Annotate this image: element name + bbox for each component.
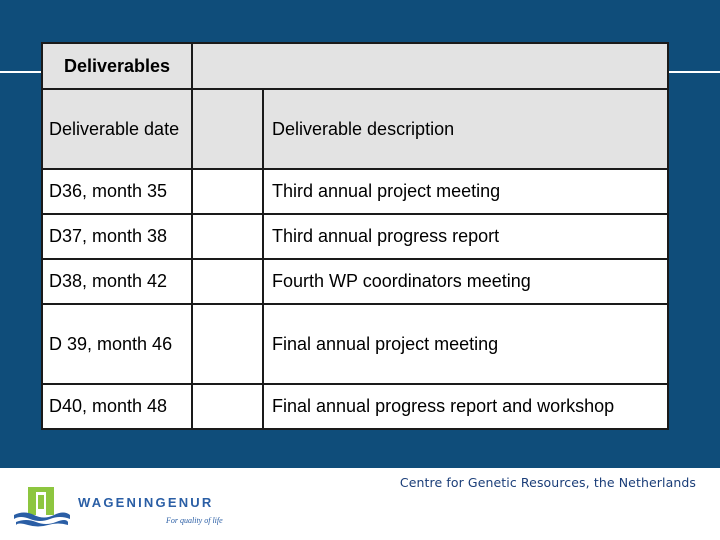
deliverable-date-cell: D38, month 42 (41, 258, 193, 305)
spacer-cell (191, 213, 264, 260)
deliverable-date-cell: D36, month 35 (41, 168, 193, 215)
wageningen-ur-logo: WAGENINGENUR For quality of life (14, 487, 223, 527)
deliverable-description-cell: Final annual progress report and worksho… (262, 383, 669, 430)
logo-tagline: For quality of life (165, 516, 223, 525)
deliverable-description-cell: Final annual project meeting (262, 303, 669, 385)
deliverable-description-cell: Third annual progress report (262, 213, 669, 260)
table-row: D36, month 35 Third annual project meeti… (41, 168, 669, 215)
table-header-row: Deliverable date Deliverable description (41, 88, 669, 170)
wur-building-icon (14, 487, 70, 527)
deliverable-description-cell: Fourth WP coordinators meeting (262, 258, 669, 305)
table-row: D37, month 38 Third annual progress repo… (41, 213, 669, 260)
spacer-cell (191, 303, 264, 385)
logo-wordmark: WAGENINGENUR (78, 495, 213, 510)
header-deliverable-description: Deliverable description (262, 88, 669, 170)
deliverable-date-cell: D40, month 48 (41, 383, 193, 430)
table-row: D40, month 48 Final annual progress repo… (41, 383, 669, 430)
table-title: Deliverables (41, 42, 193, 90)
table-row: D 39, month 46 Final annual project meet… (41, 303, 669, 385)
spacer-cell (191, 258, 264, 305)
deliverable-date-cell: D37, month 38 (41, 213, 193, 260)
header-deliverable-date: Deliverable date (41, 88, 193, 170)
footer-organization: Centre for Genetic Resources, the Nether… (399, 475, 696, 490)
title-rule-left (0, 71, 42, 73)
table-row: D38, month 42 Fourth WP coordinators mee… (41, 258, 669, 305)
deliverable-date-cell: D 39, month 46 (41, 303, 193, 385)
spacer-cell (191, 383, 264, 430)
deliverable-description-cell: Third annual project meeting (262, 168, 669, 215)
table-title-row: Deliverables (41, 42, 669, 90)
deliverables-table: Deliverables Deliverable date Deliverabl… (41, 42, 669, 430)
spacer-cell (191, 168, 264, 215)
title-rule-right (667, 71, 720, 73)
table-title-empty-cell (191, 42, 669, 90)
header-spacer-cell (191, 88, 264, 170)
